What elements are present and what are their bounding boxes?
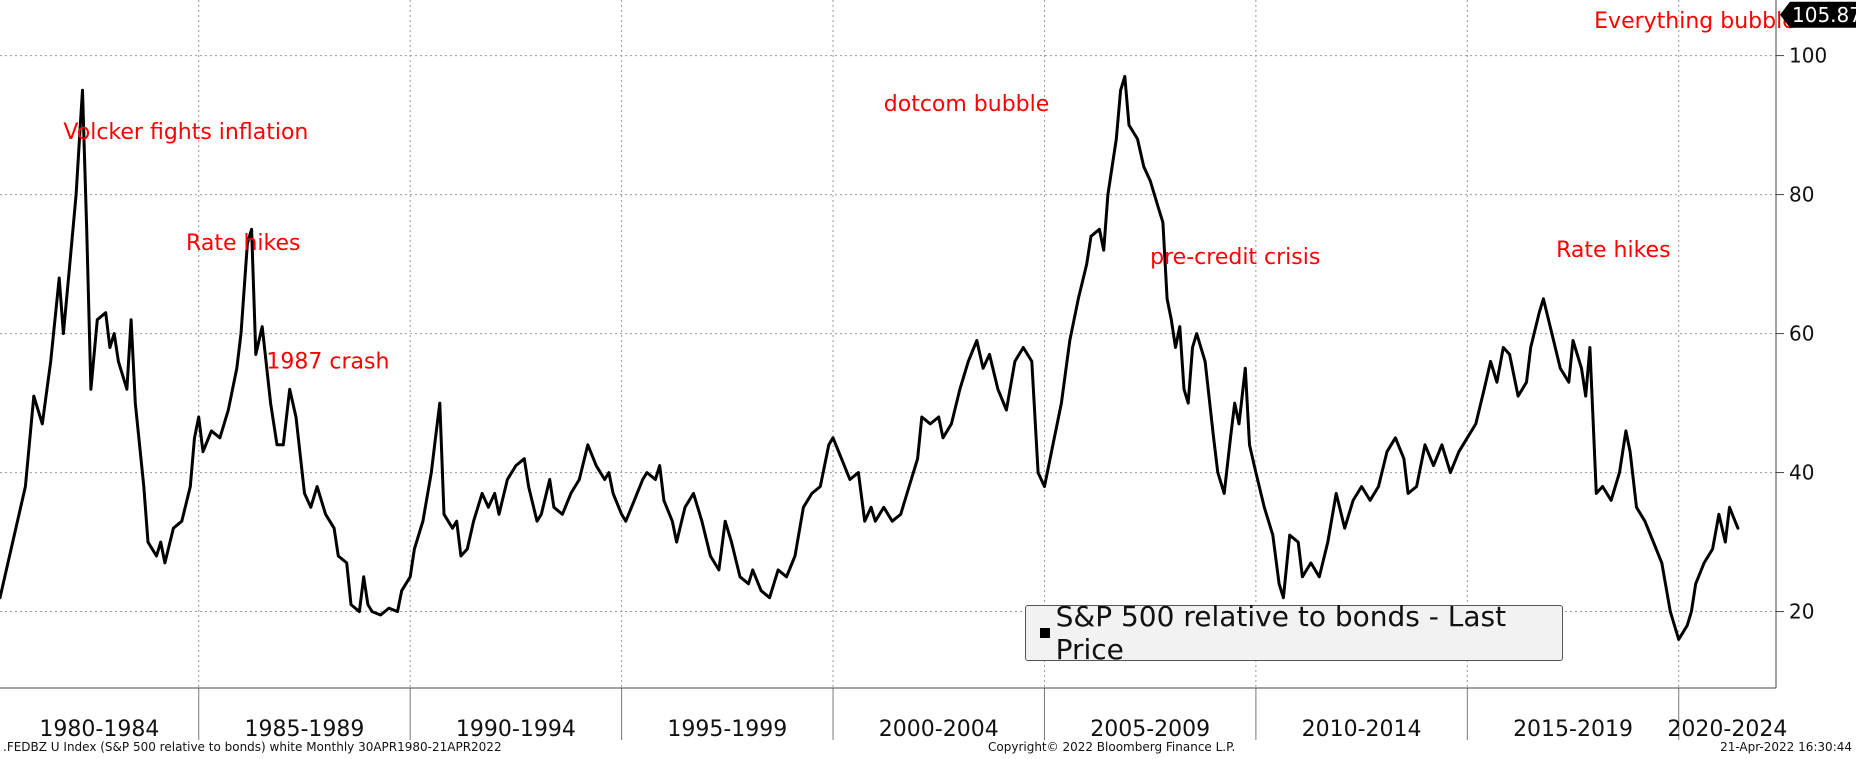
x-axis-period-labels: 1980-1984 1985-1989 1990-1994 1995-1999 2000… [39, 717, 1787, 742]
last-value-marker [1780, 1, 1856, 28]
annotation-4: pre-credit crisis [1150, 245, 1320, 270]
last-value-label: 105.87 [1792, 3, 1856, 27]
y-tick-label-20: 20 [1789, 600, 1814, 624]
x-period-label-0: 1980-1984 [39, 717, 159, 742]
x-period-label-7: 2015-2019 [1513, 717, 1633, 742]
annotation-0: Volcker fights inflation [63, 120, 308, 145]
y-tick-label-60: 60 [1789, 322, 1814, 346]
annotation-2: 1987 crash [266, 349, 389, 374]
annotation-6: Everything bubble [1594, 9, 1796, 34]
annotation-1: Rate hikes [186, 231, 300, 256]
x-period-label-5: 2005-2009 [1090, 717, 1210, 742]
x-period-label-6: 2010-2014 [1302, 717, 1422, 742]
x-period-label-8: 2020-2024 [1667, 717, 1787, 742]
axes [0, 0, 1784, 740]
y-tick-label-100: 100 [1789, 44, 1827, 68]
x-period-label-2: 1990-1994 [456, 717, 576, 742]
footer-timestamp: 21-Apr-2022 16:30:44 [1720, 740, 1852, 754]
x-period-label-4: 2000-2004 [879, 717, 999, 742]
x-period-label-1: 1985-1989 [244, 717, 364, 742]
y-tick-label-40: 40 [1789, 461, 1814, 485]
series-line-0 [0, 74, 1740, 641]
legend-swatch [1040, 628, 1050, 638]
last-value-badge: 105.87 [1780, 1, 1856, 28]
x-period-label-3: 1995-1999 [667, 717, 787, 742]
footer-ticker: .FEDBZ U Index (S&P 500 relative to bond… [3, 740, 502, 754]
footer-copyright: Copyright© 2022 Bloomberg Finance L.P. [988, 740, 1236, 754]
annotation-3: dotcom bubble [884, 92, 1050, 117]
chart-legend: S&P 500 relative to bonds - Last Price [1025, 600, 1563, 666]
series-layer [0, 74, 1740, 641]
legend-label: S&P 500 relative to bonds - Last Price [1055, 600, 1507, 666]
annotations-layer: Volcker fights inflation Rate hikes 1987 c… [63, 9, 1795, 375]
y-tick-label-80: 80 [1789, 183, 1814, 207]
annotation-5: Rate hikes [1556, 238, 1670, 263]
y-axis-tick-labels: 20 40 60 80 100 [1789, 44, 1827, 624]
